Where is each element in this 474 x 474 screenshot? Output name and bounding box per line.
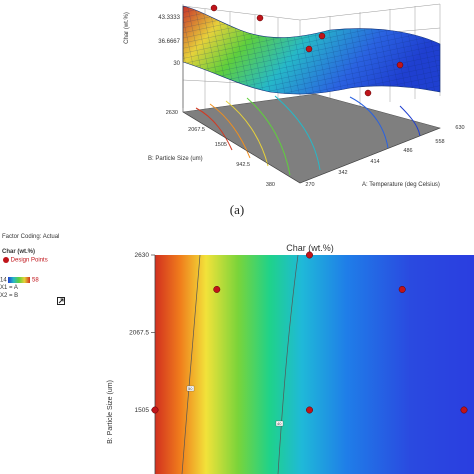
contour-field [155,255,474,474]
response-surface-3d: 43.3333 36.6667 30 Char (wt.%) 2630 2067… [124,3,465,188]
design-point [213,285,221,293]
z-tick: 30 [173,61,180,67]
design-point-3d [364,89,372,97]
y-axis-label-3d: B: Particle Size (um) [148,156,203,162]
design-point-3d [396,61,404,69]
design-point [398,285,406,293]
y-tick: 942.5 [236,162,250,168]
design-point [151,406,159,414]
legend-x1: X1 = A [0,285,18,291]
contour-line-40 [277,254,299,474]
contour-label: 50 [188,386,193,391]
x-tick: 558 [435,139,444,145]
design-points-3d [210,4,404,97]
legend-design-points: Design Points [3,257,48,265]
legend-x2: X2 = B [0,293,19,299]
legend-response: Char (wt.%) [2,249,35,255]
design-point [306,251,313,259]
y-tick: 2067.5 [188,127,205,133]
design-point-marker-icon [3,257,9,263]
x-tick: 270 [305,182,314,188]
x-tick: 486 [403,148,412,154]
y-tick: 2630 [166,110,178,116]
popout-icon[interactable] [57,297,65,305]
design-point [460,406,468,414]
y-tick-label: 1505 [135,407,150,414]
design-point-3d [210,4,218,12]
z-axis-label: Char (wt.%) [124,12,130,44]
figure-caption: (a) [229,202,245,217]
contour-y-label: B: Particle Size (um) [107,380,114,444]
z-tick: 36.6667 [158,39,180,45]
y-tick: 1505 [215,142,227,148]
contour-plot: Char (wt.%) 50 40 1505 2067.5 2630 B: Part… [107,243,474,474]
design-point-3d [318,32,326,40]
y-tick-label: 2630 [135,252,150,259]
contour-label: 40 [277,421,282,426]
design-point-3d [256,14,264,22]
floor-contours [195,95,421,176]
design-point-3d [305,45,313,53]
color-scale: 14 58 [0,277,39,284]
factor-coding-label: Factor Coding: Actual [2,234,60,240]
x-tick: 342 [338,170,347,176]
x-axis-label-3d: A: Temperature (deg Celsius) [362,182,440,188]
color-scale-bar [8,277,31,283]
y-tick-label: 2067.5 [129,330,149,337]
z-tick: 43.3333 [158,15,180,21]
design-point [306,406,313,414]
y-tick: 380 [266,182,275,188]
contour-line-50 [181,254,201,474]
x-tick: 414 [370,159,379,165]
x-tick: 630 [455,125,464,131]
contour-title: Char (wt.%) [286,243,334,253]
